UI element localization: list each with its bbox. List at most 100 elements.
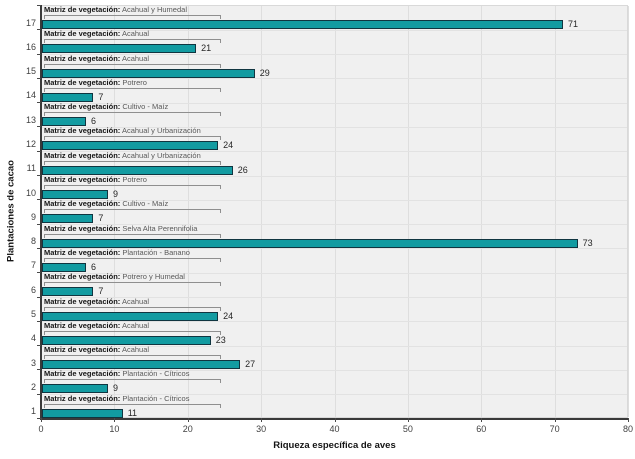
matrix-label-value: Selva Alta Perennifolia — [122, 223, 198, 233]
y-axis-tick — [37, 5, 41, 6]
y-axis-tick — [37, 102, 41, 104]
vertical-gridline — [481, 6, 483, 417]
chart-row: Matriz de vegetación: Potrero 7 — [42, 78, 627, 103]
bar-value-label: 24 — [223, 310, 234, 321]
vertical-gridline — [334, 6, 336, 417]
matrix-label-value: Cultivo - Maíz — [122, 199, 169, 209]
matrix-annotation-label: Matriz de vegetación: Acahual y Humedal — [44, 5, 187, 14]
x-tick-label: 10 — [109, 424, 120, 434]
richness-bar — [42, 44, 197, 54]
matrix-label-prefix: Matriz de vegetación: — [44, 150, 121, 160]
x-axis-tick — [114, 418, 116, 422]
y-axis-tick — [37, 320, 41, 322]
matrix-label-prefix: Matriz de vegetación: — [44, 223, 121, 233]
matrix-label-value: Potrero — [122, 77, 147, 87]
matrix-label-prefix: Matriz de vegetación: — [44, 77, 121, 87]
x-axis-tick — [628, 418, 629, 422]
x-tick-label: 80 — [622, 424, 633, 434]
horizontal-gridline — [42, 78, 627, 80]
matrix-annotation-label: Matriz de vegetación: Potrero — [44, 78, 147, 87]
chart-row: Matriz de vegetación: Acahual y Urbaniza… — [42, 150, 627, 176]
horizontal-gridline — [42, 54, 627, 56]
bar-value-label: 27 — [245, 359, 256, 370]
plot-area: Matriz de vegetación: Acahual y Humedal … — [41, 5, 629, 419]
x-tick-label: 70 — [549, 424, 560, 434]
x-tick-label: 20 — [182, 424, 193, 434]
richness-bar — [42, 238, 578, 248]
chart-row: Matriz de vegetación: Plantación - Cítri… — [42, 394, 627, 419]
bar-value-label: 73 — [582, 237, 593, 248]
matrix-annotation-label: Matriz de vegetación: Acahual — [44, 54, 149, 63]
annotation-bracket — [44, 257, 221, 262]
y-axis-tick — [37, 126, 41, 128]
y-axis-tick — [37, 393, 41, 395]
y-axis-tick — [37, 29, 41, 31]
richness-bar — [42, 287, 94, 297]
matrix-label-prefix: Matriz de vegetación: — [44, 393, 121, 403]
matrix-label-value: Acahual y Urbanización — [121, 126, 201, 136]
horizontal-gridline — [42, 321, 627, 323]
matrix-label-prefix: Matriz de vegetación: — [44, 199, 121, 209]
annotation-bracket — [44, 306, 221, 311]
x-axis-tick — [554, 418, 556, 422]
y-tick-label: 4 — [30, 333, 36, 344]
y-tick-label: 3 — [30, 357, 36, 368]
matrix-label-value: Potrero y Humedal — [122, 272, 185, 282]
vertical-gridline — [407, 6, 409, 417]
y-tick-label: 15 — [25, 66, 36, 77]
richness-bar — [42, 335, 211, 345]
annotation-bracket — [44, 330, 221, 335]
y-axis-line — [40, 5, 42, 419]
chart-row: Matriz de vegetación: Acahual y Humedal … — [42, 5, 627, 30]
x-axis-tick — [261, 418, 263, 422]
richness-bar — [42, 262, 87, 272]
chart-row: Matriz de vegetación: Acahual 27 — [42, 345, 627, 370]
richness-bar — [42, 92, 94, 102]
annotation-bracket — [44, 355, 221, 360]
bar-value-label: 71 — [567, 19, 578, 29]
x-axis-tick — [41, 418, 42, 422]
matrix-label-value: Acahual — [121, 296, 150, 306]
matrix-label-prefix: Matriz de vegetación: — [44, 126, 121, 136]
bar-value-label: 7 — [98, 91, 104, 102]
bar-value-label: 9 — [113, 383, 119, 394]
matrix-label-value: Acahual — [121, 345, 150, 355]
y-axis-tick — [37, 247, 41, 249]
annotation-bracket — [44, 233, 221, 238]
matrix-annotation-label: Matriz de vegetación: Acahual — [44, 297, 149, 306]
matrix-label-value: Potrero — [122, 175, 147, 185]
chart-row: Matriz de vegetación: Acahual y Urbaniza… — [42, 126, 627, 151]
annotation-bracket — [44, 87, 221, 92]
richness-bar — [42, 68, 255, 78]
matrix-label-prefix: Matriz de vegetación: — [44, 102, 121, 112]
y-axis-tick — [37, 199, 41, 201]
annotation-bracket — [44, 63, 221, 68]
richness-bar — [42, 20, 563, 29]
y-tick-label: 5 — [30, 309, 36, 320]
vertical-gridline — [187, 6, 189, 417]
matrix-label-prefix: Matriz de vegetación: — [44, 272, 121, 282]
richness-bar — [42, 190, 109, 200]
horizontal-gridline — [42, 248, 627, 250]
matrix-annotation-label: Matriz de vegetación: Acahual — [44, 321, 149, 330]
richness-bar — [42, 311, 219, 321]
bar-value-label: 29 — [259, 67, 270, 78]
matrix-annotation-label: Matriz de vegetación: Cultivo - Maíz — [44, 102, 168, 111]
vertical-gridline — [628, 6, 629, 417]
matrix-annotation-label: Matriz de vegetación: Acahual — [44, 29, 149, 38]
bar-value-label: 9 — [113, 189, 119, 200]
x-axis-tick — [407, 418, 409, 422]
bar-value-label: 7 — [98, 213, 104, 224]
matrix-label-value: Acahual y Urbanización — [121, 150, 201, 160]
y-tick-label: 2 — [30, 381, 36, 392]
y-axis-tick — [37, 369, 41, 371]
matrix-annotation-label: Matriz de vegetación: Acahual y Urbaniza… — [44, 126, 201, 135]
y-tick-label: 8 — [30, 236, 36, 247]
horizontal-gridline — [42, 151, 627, 153]
bar-value-label: 26 — [237, 164, 248, 175]
matrix-annotation-label: Matriz de vegetación: Potrero y Humedal — [44, 272, 185, 281]
matrix-annotation-label: Matriz de vegetación: Selva Alta Perenni… — [44, 224, 197, 233]
matrix-annotation-label: Matriz de vegetación: Plantación - Cítri… — [44, 394, 189, 403]
richness-bar — [42, 384, 109, 394]
x-tick-label: 50 — [402, 424, 413, 434]
